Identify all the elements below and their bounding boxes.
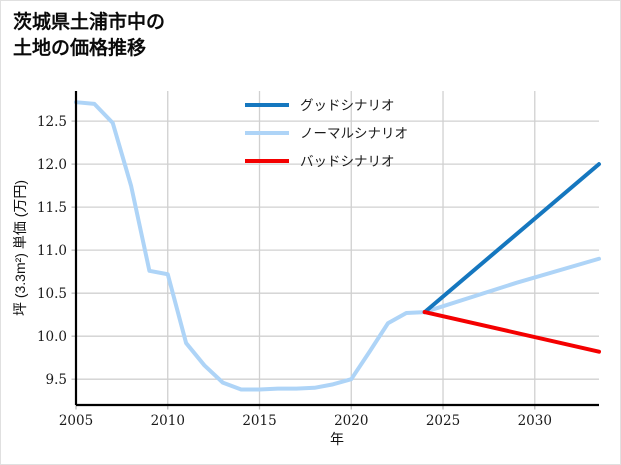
y-tick-label: 10.0 [37, 329, 67, 345]
x-tick-label: 2005 [59, 413, 93, 429]
legend-label-ノーマルシナリオ: ノーマルシナリオ [300, 126, 408, 141]
data-series-group [74, 100, 601, 392]
x-tick-label: 2015 [242, 413, 276, 429]
series-line-グッドシナリオ [422, 162, 601, 315]
horizontal-gridlines [76, 120, 599, 380]
y-tick-label: 11.5 [37, 200, 67, 216]
y-tick-label: 10.5 [37, 286, 67, 302]
y-tick-label: 12.0 [37, 157, 67, 173]
y-tick-label: 11.0 [37, 243, 67, 259]
x-tick-label: 2025 [426, 413, 460, 429]
x-axis-tick-labels: 2005 2010 2015 2020 2025 2030 [59, 413, 552, 429]
series-line-ノーマルシナリオ [74, 100, 601, 392]
y-axis-title: 坪 (3.3m²) 単価 (万円) [12, 180, 28, 316]
x-tick-label: 2030 [518, 413, 552, 429]
x-tick-label: 2020 [334, 413, 368, 429]
page-title: 茨城県土浦市中の 土地の価格推移 [13, 12, 166, 59]
y-axis-tick-labels: 9.5 10.0 10.5 11.0 11.5 12.0 12.5 [37, 114, 67, 388]
series-line-バッドシナリオ [422, 310, 601, 354]
legend-label-グッドシナリオ: グッドシナリオ [300, 98, 395, 113]
x-axis-title: 年 [330, 431, 344, 447]
y-tick-label: 9.5 [46, 372, 67, 388]
vertical-gridlines [167, 91, 536, 405]
x-tick-label: 2010 [151, 413, 185, 429]
legend-label-バッドシナリオ: バッドシナリオ [300, 154, 395, 169]
y-tick-label: 12.5 [37, 114, 67, 130]
